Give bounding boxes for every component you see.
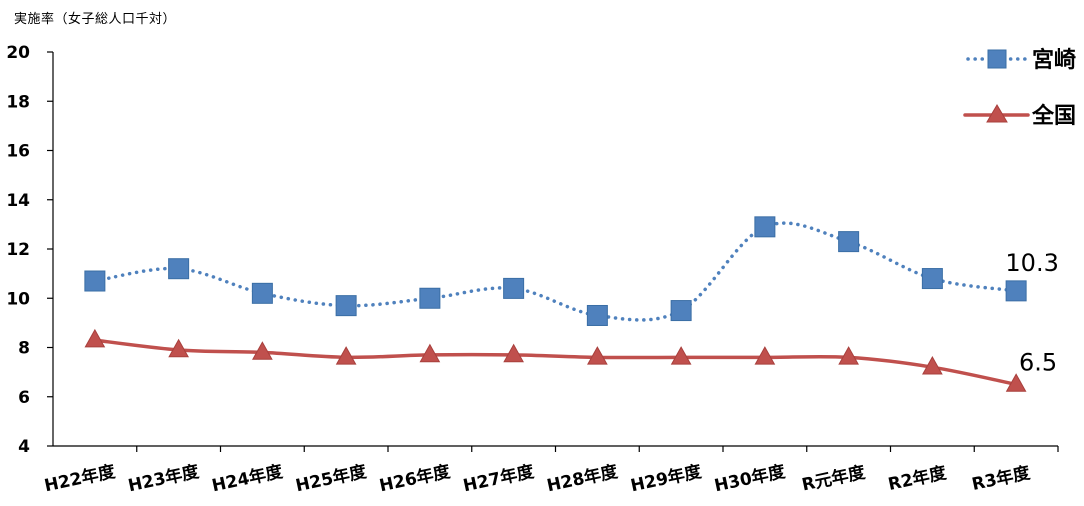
data-point — [587, 346, 608, 365]
data-point — [754, 216, 776, 238]
y-tick-label: 20 — [6, 43, 30, 63]
x-tick-label: H23年度 — [126, 461, 202, 497]
y-axis-label: 実施率（女子総人口千対） — [14, 12, 177, 27]
data-point — [1005, 280, 1027, 302]
data-point — [419, 287, 441, 309]
data-point — [921, 268, 943, 290]
x-tick-label: H26年度 — [377, 461, 453, 497]
legend-marker — [986, 104, 1008, 123]
data-label: 6.5 — [1019, 348, 1057, 376]
y-tick-label: 10 — [6, 289, 30, 309]
x-tick-label: H29年度 — [629, 461, 705, 497]
x-tick-label: H22年度 — [42, 461, 118, 497]
data-point — [168, 258, 190, 280]
y-tick-label: 8 — [18, 339, 30, 359]
data-point — [670, 346, 692, 365]
data-point — [252, 341, 273, 360]
data-point — [335, 295, 357, 317]
legend-marker — [987, 49, 1007, 69]
data-point — [503, 277, 525, 299]
data-point — [419, 343, 441, 363]
data-point — [503, 343, 524, 363]
series-line-0 — [93, 221, 1018, 322]
data-point — [670, 300, 692, 322]
data-point — [168, 338, 189, 358]
x-tick-label: H30年度 — [712, 461, 788, 497]
data-point — [1005, 373, 1027, 392]
data-point — [838, 231, 860, 253]
y-tick-label: 14 — [6, 191, 30, 211]
x-tick-label: H27年度 — [461, 461, 537, 497]
data-point — [586, 304, 608, 326]
data-point — [84, 328, 106, 348]
x-tick-label: R3年度 — [970, 462, 1033, 495]
legend-label: 全国 — [1031, 103, 1076, 129]
x-tick-label: H24年度 — [210, 461, 286, 497]
series-line-1 — [93, 338, 1018, 387]
y-tick-label: 6 — [18, 388, 30, 408]
data-point — [335, 346, 357, 365]
data-point — [251, 282, 273, 304]
y-tick-label: 18 — [6, 92, 30, 112]
x-tick-label: R元年度 — [800, 461, 868, 495]
x-tick-label: H25年度 — [294, 461, 370, 497]
y-tick-label: 12 — [6, 240, 30, 260]
legend-label: 宮崎 — [1032, 47, 1076, 73]
data-label: 10.3 — [1005, 249, 1058, 277]
y-tick-label: 4 — [18, 437, 30, 457]
y-tick-label: 16 — [6, 142, 30, 162]
data-point — [84, 270, 106, 292]
x-tick-label: H28年度 — [545, 461, 621, 497]
data-point — [838, 346, 859, 365]
x-tick-label: R2年度 — [886, 462, 949, 495]
data-point — [754, 346, 776, 365]
data-point — [922, 355, 943, 375]
